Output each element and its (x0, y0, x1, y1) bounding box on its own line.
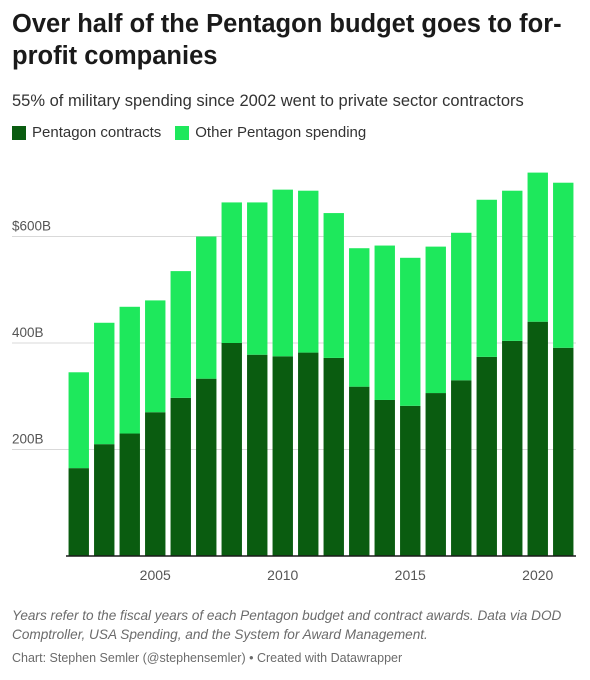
bar-other (145, 300, 166, 413)
x-tick-label: 2005 (140, 567, 171, 583)
bar-other (247, 202, 268, 355)
chart-title: Over half of the Pentagon budget goes to… (12, 10, 562, 70)
bar-contracts (145, 412, 166, 556)
bar-contracts (68, 468, 89, 556)
bar-other (425, 246, 446, 394)
bar-other (374, 245, 395, 400)
x-tick-label: 2010 (267, 567, 298, 583)
bar-contracts (323, 357, 344, 556)
bar-contracts (94, 444, 115, 556)
legend: Pentagon contracts Other Pentagon spendi… (12, 124, 380, 141)
stacked-bar-chart: 200B 400B $600B 2005 2010 2015 2020 (12, 172, 576, 583)
bar-other (527, 172, 548, 322)
bar-contracts (272, 356, 293, 556)
bar-other (502, 190, 523, 341)
x-tick-label: 2015 (395, 567, 426, 583)
legend-item-contracts: Pentagon contracts (12, 124, 161, 141)
bar-other (196, 236, 217, 379)
bar-contracts (298, 352, 319, 556)
bar-other (170, 271, 191, 398)
legend-swatch-other (175, 125, 190, 140)
y-tick-label: 400B (12, 325, 44, 340)
x-tick-label: 2020 (522, 567, 553, 583)
legend-swatch-contracts (12, 125, 26, 140)
bar-other (476, 199, 497, 357)
bar-contracts (119, 433, 140, 556)
chart-credit: Chart: Stephen Semler (@stephensemler) •… (12, 651, 403, 665)
bar-other (94, 322, 115, 445)
bar-contracts (527, 321, 548, 556)
bar-contracts (400, 405, 421, 556)
chart-notes: Years refer to the fiscal years of each … (12, 608, 562, 642)
bar-other (221, 202, 242, 343)
bar-contracts (451, 380, 472, 556)
bar-contracts (502, 340, 523, 556)
legend-label-contracts: Pentagon contracts (32, 124, 162, 141)
y-tick-label: $600B (12, 219, 51, 234)
legend-item-other: Other Pentagon spending (175, 124, 366, 141)
bar-contracts (247, 354, 268, 556)
bar-other (323, 213, 344, 358)
bar-other (553, 182, 574, 348)
y-tick-label: 200B (12, 432, 44, 447)
legend-label-other: Other Pentagon spending (195, 124, 367, 141)
bar-other (272, 189, 293, 357)
bar-contracts (221, 343, 242, 556)
bar-other (400, 257, 421, 406)
bar-contracts (170, 397, 191, 556)
bar-contracts (553, 347, 574, 556)
bar-contracts (196, 378, 217, 556)
bar-contracts (425, 393, 446, 556)
bar-other (68, 372, 89, 469)
bar-contracts (476, 356, 497, 556)
bar-other (298, 190, 319, 353)
bar-contracts (374, 399, 395, 556)
bar-other (349, 248, 370, 387)
bar-other (119, 306, 140, 434)
chart-subtitle: 55% of military spending since 2002 went… (12, 92, 524, 110)
bar-other (451, 232, 472, 381)
bar-contracts (349, 386, 370, 556)
